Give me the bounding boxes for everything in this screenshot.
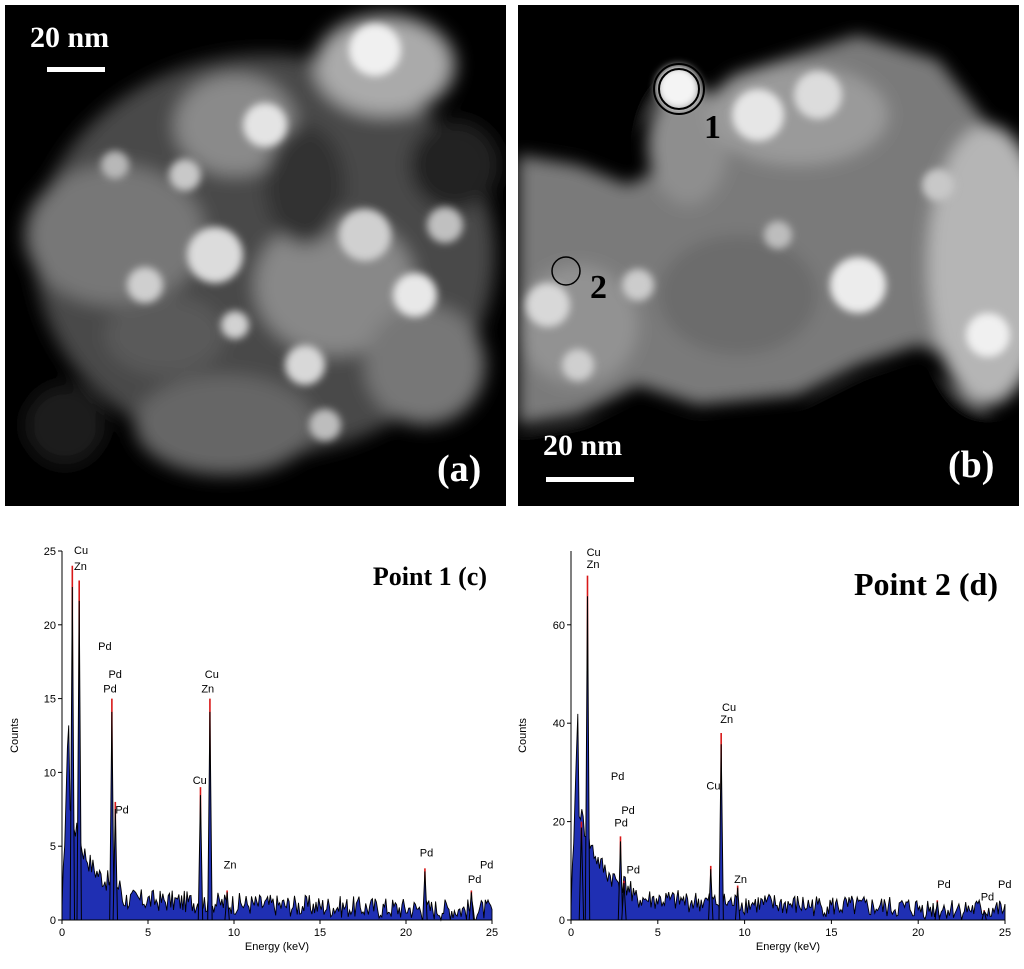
scale-bar-b	[546, 477, 634, 482]
stem-image-b: 1 2 20 nm (b)	[518, 5, 1019, 506]
y-axis-label: Counts	[517, 718, 529, 753]
y-tick-label: 25	[44, 546, 56, 558]
panel-label-b: (b)	[948, 444, 995, 486]
peak-annotation: Pd	[420, 848, 433, 860]
x-tick-label: 15	[314, 927, 326, 939]
background-spectrum	[570, 713, 1006, 921]
x-axis-label: Energy (keV)	[245, 941, 309, 953]
y-tick-label: 10	[44, 767, 56, 779]
peak-annotation: Pd	[98, 641, 111, 653]
peak-bar	[422, 871, 428, 921]
peak-bar	[708, 869, 714, 921]
point-1-label: 1	[704, 109, 721, 146]
peak-annotation: Zn	[201, 684, 214, 696]
peak-annotation: Pd	[108, 669, 121, 681]
y-tick-label: 20	[553, 817, 565, 829]
x-tick-label: 15	[825, 927, 837, 939]
peak-bar	[207, 711, 213, 921]
x-tick-label: 20	[400, 927, 412, 939]
peak-annotation: Pd	[998, 879, 1011, 891]
peak-annotation: Cu	[722, 702, 736, 714]
peak-bar	[468, 892, 475, 921]
peak-bar	[112, 808, 119, 921]
background-spectrum	[61, 725, 493, 922]
y-tick-label: 20	[44, 620, 56, 632]
y-tick-label: 40	[553, 718, 565, 730]
peak-annotation: Cu	[706, 781, 720, 793]
peak-annotation: Cu	[193, 775, 207, 787]
peak-annotation: Pd	[981, 891, 994, 903]
x-tick-label: 20	[912, 927, 924, 939]
stem-image-a: 20 nm (a)	[5, 5, 506, 506]
scale-label-b: 20 nm	[543, 429, 623, 462]
peak-bar	[197, 795, 204, 921]
point-1-marker-inner	[658, 68, 700, 110]
panel-label-a: (a)	[437, 448, 482, 490]
peak-annotation: Pd	[621, 805, 634, 817]
peak-annotation: Zn	[224, 859, 237, 871]
peak-annotation: Zn	[734, 874, 747, 886]
peak-annotation: Pd	[115, 805, 128, 817]
peak-bar	[981, 910, 988, 921]
peak-annotation: Cu	[74, 545, 88, 557]
peak-annotation: Pd	[937, 879, 950, 891]
peak-annotation: Pd	[627, 864, 640, 876]
peak-annotation: Pd	[614, 818, 627, 830]
peak-annotation: Zn	[74, 561, 87, 573]
x-axis-label: Energy (keV)	[756, 941, 820, 953]
scale-bar-a	[47, 67, 105, 72]
y-tick-label: 15	[44, 694, 56, 706]
peak-bar	[718, 744, 724, 921]
point-1-marker-outer	[653, 63, 705, 115]
peak-bar	[69, 587, 76, 921]
y-tick-label: 0	[559, 915, 565, 927]
x-tick-label: 0	[59, 927, 65, 939]
peak-bar	[734, 887, 741, 921]
x-tick-label: 25	[999, 927, 1011, 939]
peak-annotation: Pd	[480, 859, 493, 871]
peak-annotation: Pd	[468, 874, 481, 886]
point-2-label: 2	[590, 269, 607, 306]
peak-annotation: Cu	[587, 547, 601, 559]
peak-bar	[224, 892, 230, 921]
peak-annotation: Cu	[205, 669, 219, 681]
x-tick-label: 10	[228, 927, 240, 939]
micrograph-b	[518, 5, 1019, 505]
peak-annotation: Zn	[720, 714, 733, 726]
scale-label-a: 20 nm	[30, 21, 110, 54]
x-tick-label: 5	[145, 927, 151, 939]
y-tick-label: 60	[553, 620, 565, 632]
x-tick-label: 5	[655, 927, 661, 939]
eds-spectrum-point-1: 0 5 10 15 20 25 0 5 10 15 20 25 Energy (keV) Counts Cu…	[9, 545, 498, 953]
y-tick-label: 5	[50, 841, 56, 853]
y-axis-label: Counts	[9, 718, 21, 753]
peak-annotation: Zn	[587, 559, 600, 571]
chart-title: Point 1 (c)	[373, 562, 487, 591]
peak-annotation: Pd	[611, 771, 624, 783]
x-tick-label: 10	[738, 927, 750, 939]
point-2-marker	[551, 256, 581, 286]
x-tick-label: 0	[568, 927, 574, 939]
micrograph-a	[25, 15, 500, 475]
y-tick-label: 0	[50, 915, 56, 927]
peak-annotation: Pd	[103, 684, 116, 696]
peak-bar	[76, 600, 82, 921]
peak-bar	[934, 901, 941, 921]
x-tick-label: 25	[486, 927, 498, 939]
peak-bar	[584, 596, 591, 921]
chart-title: Point 2 (d)	[854, 566, 998, 602]
